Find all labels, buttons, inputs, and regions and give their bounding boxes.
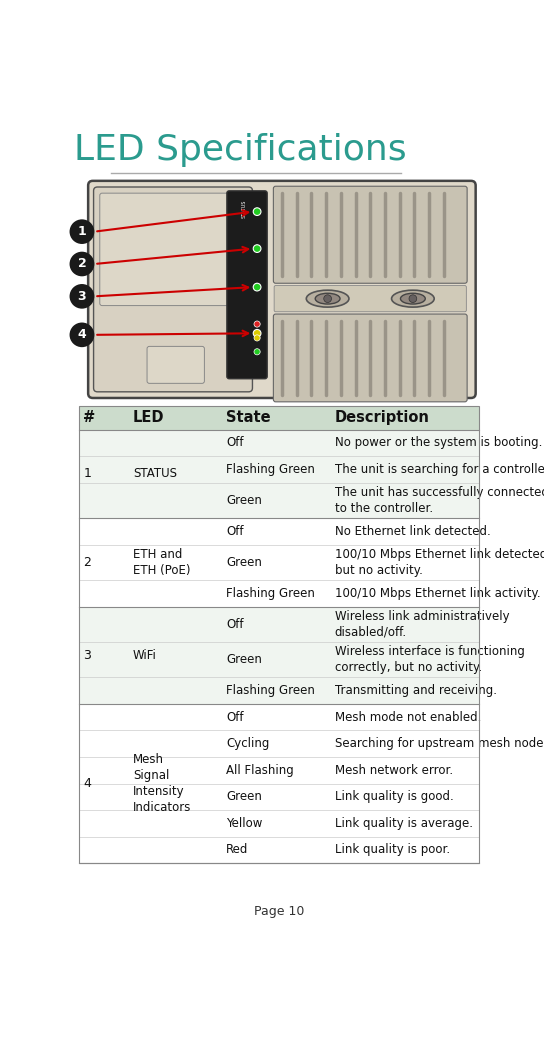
- Ellipse shape: [306, 291, 349, 307]
- FancyBboxPatch shape: [274, 285, 466, 311]
- Text: Red: Red: [226, 843, 249, 857]
- Text: Green: Green: [226, 653, 262, 666]
- FancyBboxPatch shape: [88, 181, 475, 398]
- Text: 1: 1: [78, 225, 86, 238]
- Text: 2: 2: [78, 257, 86, 271]
- Text: No power or the system is booting.: No power or the system is booting.: [335, 437, 542, 449]
- FancyBboxPatch shape: [274, 186, 467, 283]
- Circle shape: [70, 323, 94, 347]
- Text: Searching for upstream mesh node.: Searching for upstream mesh node.: [335, 738, 544, 750]
- Circle shape: [253, 245, 261, 253]
- Text: 100/10 Mbps Ethernet link detected,
but no activity.: 100/10 Mbps Ethernet link detected, but …: [335, 548, 544, 577]
- Bar: [79, 407, 479, 863]
- Bar: [79, 704, 479, 863]
- Text: Page 10: Page 10: [254, 906, 304, 919]
- Text: #: #: [83, 411, 96, 425]
- Text: Off: Off: [226, 437, 244, 449]
- Circle shape: [253, 208, 261, 215]
- Text: No Ethernet link detected.: No Ethernet link detected.: [335, 525, 490, 538]
- Text: Mesh
Signal
Intensity
Indicators: Mesh Signal Intensity Indicators: [133, 753, 191, 814]
- Text: Off: Off: [226, 711, 244, 724]
- Text: Transmitting and receiving.: Transmitting and receiving.: [335, 684, 497, 697]
- Text: Flashing Green: Flashing Green: [226, 463, 315, 475]
- FancyBboxPatch shape: [227, 191, 267, 378]
- Text: ETH and
ETH (PoE): ETH and ETH (PoE): [133, 548, 190, 577]
- Text: Link quality is good.: Link quality is good.: [335, 790, 453, 804]
- Ellipse shape: [392, 291, 434, 307]
- Text: Off: Off: [226, 525, 244, 538]
- Circle shape: [70, 252, 94, 276]
- Text: 100/10 Mbps Ethernet link activity.: 100/10 Mbps Ethernet link activity.: [335, 587, 540, 600]
- Ellipse shape: [400, 294, 425, 304]
- Text: The unit has successfully connected
to the controller.: The unit has successfully connected to t…: [335, 486, 544, 515]
- Text: Cycling: Cycling: [226, 738, 269, 750]
- Circle shape: [254, 334, 260, 341]
- Text: Flashing Green: Flashing Green: [226, 684, 315, 697]
- Text: Off: Off: [226, 618, 244, 631]
- Text: Link quality is average.: Link quality is average.: [335, 817, 473, 830]
- FancyBboxPatch shape: [100, 193, 246, 305]
- Bar: [79, 407, 479, 429]
- Text: STATUS: STATUS: [242, 200, 246, 217]
- Bar: [79, 606, 479, 704]
- Text: Yellow: Yellow: [226, 817, 262, 830]
- Text: Wireless link administratively
disabled/off.: Wireless link administratively disabled/…: [335, 610, 509, 638]
- Text: Green: Green: [226, 494, 262, 507]
- Text: Link quality is poor.: Link quality is poor.: [335, 843, 450, 857]
- Text: Wireless interface is functioning
correctly, but no activity.: Wireless interface is functioning correc…: [335, 645, 524, 674]
- Circle shape: [70, 284, 94, 308]
- Bar: [79, 518, 479, 606]
- Circle shape: [253, 283, 261, 291]
- Text: 4: 4: [78, 328, 86, 342]
- Text: 1: 1: [83, 467, 91, 481]
- Circle shape: [70, 219, 94, 243]
- Circle shape: [253, 329, 261, 338]
- Text: Green: Green: [226, 556, 262, 568]
- Text: Mesh mode not enabled.: Mesh mode not enabled.: [335, 711, 481, 724]
- Text: 4: 4: [83, 777, 91, 790]
- Ellipse shape: [315, 294, 340, 304]
- Circle shape: [324, 295, 331, 302]
- Text: The unit is searching for a controller.: The unit is searching for a controller.: [335, 463, 544, 475]
- Text: Description: Description: [335, 411, 429, 425]
- FancyBboxPatch shape: [147, 346, 205, 384]
- Text: 2: 2: [83, 556, 91, 568]
- Text: Green: Green: [226, 790, 262, 804]
- FancyBboxPatch shape: [94, 187, 252, 392]
- Circle shape: [409, 295, 417, 302]
- Text: STATUS: STATUS: [133, 467, 177, 481]
- Bar: [79, 429, 479, 518]
- Text: WiFi: WiFi: [133, 649, 157, 661]
- Text: Flashing Green: Flashing Green: [226, 587, 315, 600]
- FancyBboxPatch shape: [274, 315, 467, 402]
- Text: LED Specifications: LED Specifications: [74, 133, 407, 167]
- Text: State: State: [226, 411, 271, 425]
- Text: Mesh network error.: Mesh network error.: [335, 764, 453, 776]
- Text: LED: LED: [133, 411, 165, 425]
- Circle shape: [254, 321, 260, 327]
- Text: 3: 3: [83, 649, 91, 661]
- Text: 3: 3: [78, 289, 86, 303]
- Text: All Flashing: All Flashing: [226, 764, 294, 776]
- Circle shape: [254, 349, 260, 355]
